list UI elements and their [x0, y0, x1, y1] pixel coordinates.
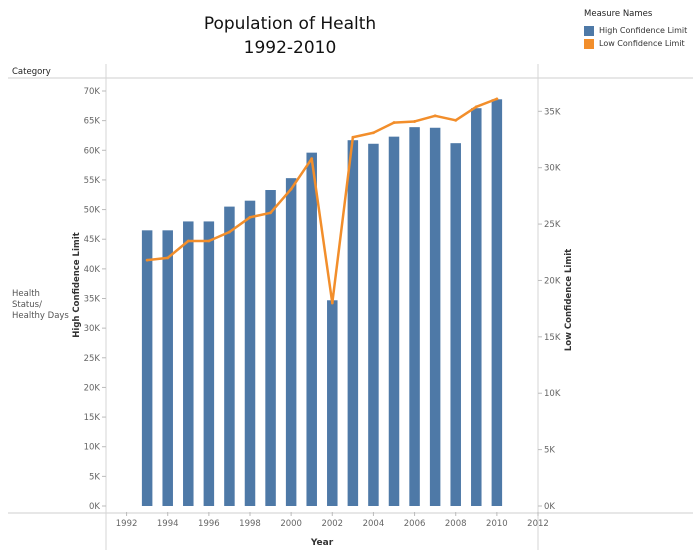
point-low-confidence-1996[interactable]: [207, 239, 211, 243]
legend-swatch-low: [584, 38, 594, 49]
bar-high-confidence-2006[interactable]: [409, 127, 420, 507]
y-axis-left-label: High Confidence Limit: [72, 232, 82, 337]
legend-label-low: Low Confidence Limit: [599, 39, 685, 48]
point-low-confidence-1995[interactable]: [186, 239, 190, 243]
y-right-tick-label: 15K: [544, 333, 561, 343]
x-tick-label: 1994: [157, 519, 179, 529]
y-left-tick-label: 50K: [84, 206, 101, 216]
point-low-confidence-2005[interactable]: [392, 121, 396, 124]
bar-high-confidence-2002[interactable]: [327, 300, 338, 506]
x-tick-label: 2000: [280, 519, 302, 529]
point-low-confidence-1993[interactable]: [145, 258, 149, 262]
x-tick-label: 1992: [116, 519, 138, 529]
chart-title-line2: 1992-2010: [243, 38, 337, 58]
y-left-tick-label: 60K: [84, 146, 101, 156]
legend-label-high: High Confidence Limit: [599, 26, 688, 35]
point-low-confidence-1999[interactable]: [269, 211, 272, 215]
y-left-tick-label: 45K: [84, 235, 101, 245]
point-low-confidence-2001[interactable]: [310, 157, 314, 161]
bar-high-confidence-2008[interactable]: [450, 143, 461, 506]
legend-swatch-high: [584, 25, 594, 36]
y-left-tick-label: 70K: [84, 87, 101, 97]
point-low-confidence-2010[interactable]: [495, 97, 499, 101]
bar-high-confidence-2000[interactable]: [285, 178, 297, 506]
chart-title: Population of Health 1992-2010: [180, 12, 400, 60]
y-left-tick-label: 40K: [84, 265, 101, 275]
point-low-confidence-1994[interactable]: [166, 256, 170, 260]
legend-title: Measure Names: [584, 9, 653, 19]
y-left-tick-label: 30K: [84, 324, 101, 334]
bar-high-confidence-1995[interactable]: [183, 221, 194, 506]
x-tick-label: 2002: [321, 519, 343, 529]
point-low-confidence-2008[interactable]: [454, 118, 458, 122]
legend: Measure Names High Confidence Limit Low …: [584, 9, 687, 50]
x-tick-label: 1996: [198, 519, 220, 529]
bar-high-confidence-2001[interactable]: [306, 152, 317, 506]
y-right-tick-label: 5K: [544, 446, 555, 456]
bar-high-confidence-2003[interactable]: [347, 140, 359, 506]
bar-high-confidence-1996[interactable]: [203, 221, 215, 506]
point-low-confidence-2007[interactable]: [433, 114, 437, 118]
bar-high-confidence-1993[interactable]: [141, 230, 153, 507]
x-tick-label: 2010: [486, 519, 508, 529]
y-right-tick-label: 0K: [544, 502, 555, 512]
bar-high-confidence-1994[interactable]: [162, 230, 173, 507]
x-tick-label: 2004: [363, 519, 385, 529]
y-left-tick-label: 0K: [89, 502, 100, 512]
point-low-confidence-2003[interactable]: [351, 135, 355, 139]
y-left-tick-label: 65K: [84, 117, 101, 127]
point-low-confidence-2004[interactable]: [372, 131, 375, 135]
x-tick-label: 2008: [445, 519, 467, 529]
bar-high-confidence-2009[interactable]: [471, 108, 482, 506]
y-left-tick-label: 25K: [84, 354, 101, 364]
bar-high-confidence-2010[interactable]: [491, 99, 503, 507]
bar-high-confidence-1997[interactable]: [224, 206, 235, 506]
point-low-confidence-2002[interactable]: [330, 301, 334, 305]
y-right-tick-label: 20K: [544, 276, 561, 286]
point-low-confidence-2009[interactable]: [474, 105, 478, 109]
category-header: Category: [12, 67, 51, 77]
bar-high-confidence-1998[interactable]: [244, 200, 256, 506]
x-tick-label: 1998: [239, 519, 261, 529]
chart-title-line1: Population of Health: [203, 14, 377, 34]
line-low-confidence[interactable]: [145, 97, 499, 305]
bar-high-confidence-1999[interactable]: [265, 190, 276, 506]
bar-high-confidence-2007[interactable]: [429, 127, 441, 506]
row-label: Health Status/ Healthy Days: [12, 289, 69, 321]
x-axis-label: Year: [310, 538, 334, 548]
y-left-tick-label: 35K: [84, 295, 101, 305]
point-low-confidence-2006[interactable]: [413, 120, 416, 123]
point-low-confidence-1997[interactable]: [228, 230, 231, 234]
point-low-confidence-2000[interactable]: [289, 187, 293, 191]
y-left-tick-label: 15K: [84, 413, 101, 423]
y-right-tick-label: 35K: [544, 107, 561, 117]
legend-item-low[interactable]: Low Confidence Limit: [584, 37, 687, 50]
y-left-tick-label: 5K: [89, 472, 100, 482]
x-tick-label: 2012: [527, 519, 549, 529]
point-low-confidence-1998[interactable]: [248, 215, 252, 219]
y-left-tick-label: 20K: [84, 383, 101, 393]
bar-high-confidence-2005[interactable]: [388, 136, 400, 506]
bar-high-confidence-2004[interactable]: [368, 143, 379, 506]
y-axis-right-label: Low Confidence Limit: [564, 249, 574, 351]
y-left-tick-label: 55K: [84, 176, 101, 186]
legend-item-high[interactable]: High Confidence Limit: [584, 24, 687, 37]
x-tick-label: 2006: [404, 519, 426, 529]
y-left-tick-label: 10K: [84, 443, 101, 453]
y-right-tick-label: 10K: [544, 389, 561, 399]
y-right-tick-label: 25K: [544, 220, 561, 230]
y-right-tick-label: 30K: [544, 164, 561, 174]
